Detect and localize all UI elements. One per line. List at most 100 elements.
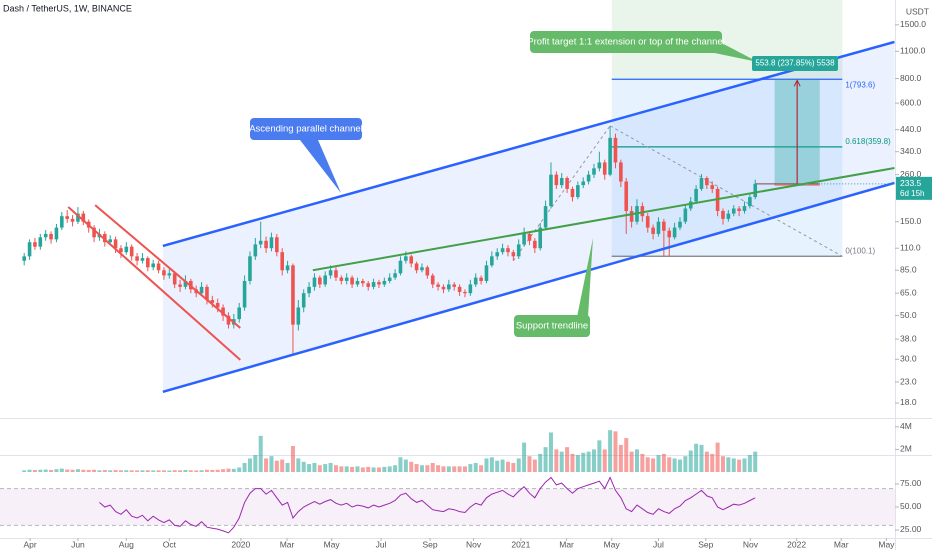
volume-bar — [677, 459, 682, 472]
volume-bar — [586, 451, 591, 472]
candle-body — [129, 246, 134, 257]
candle-body — [350, 277, 354, 285]
candle-body — [500, 248, 505, 253]
rsi-tick-label: 25.00 — [900, 524, 922, 534]
candle-body — [312, 277, 317, 287]
volume-bar — [210, 469, 215, 472]
countdown-label: 6d 15h — [900, 189, 924, 198]
candle-body — [586, 174, 591, 182]
last-price-label: 233.5 — [900, 178, 922, 188]
volume-bar — [554, 449, 559, 472]
candle-body — [301, 293, 306, 308]
y-tick-label: 150.0 — [900, 216, 922, 226]
volume-bar — [543, 447, 548, 472]
candle-body — [608, 137, 612, 175]
volume-bar — [532, 459, 537, 472]
candle-body — [705, 178, 709, 186]
y-tick-label: 23.0 — [900, 376, 917, 386]
candle-body — [619, 162, 623, 182]
volume-bar — [65, 469, 70, 472]
volume-bar — [602, 449, 607, 472]
volume-bar — [489, 457, 494, 472]
volume-bar — [124, 470, 129, 472]
volume-bar — [559, 451, 564, 472]
volume-bar — [290, 446, 295, 472]
volume-tick-label: 4M — [900, 421, 912, 431]
rsi-tick-label: 50.00 — [900, 501, 922, 511]
candle-body — [269, 237, 274, 249]
channel-callout-box — [250, 118, 362, 140]
candle-body — [221, 307, 225, 316]
volume-bar — [565, 447, 570, 472]
volume-bar — [221, 469, 226, 472]
volume-bar — [468, 464, 473, 472]
fib-label: 0(100.1) — [845, 246, 875, 255]
volume-bar — [38, 469, 43, 472]
candle-body — [382, 280, 387, 285]
volume-bar — [473, 462, 478, 472]
x-tick-label: 2020 — [231, 539, 250, 549]
candle-body — [576, 185, 580, 198]
candle-body — [307, 286, 311, 294]
candle-body — [549, 174, 553, 207]
y-tick-label: 440.0 — [900, 124, 922, 134]
candle-body — [468, 284, 473, 294]
volume-bar — [462, 466, 467, 472]
candle-body — [178, 284, 182, 287]
volume-bar — [672, 458, 677, 472]
currency-label: USDT — [906, 6, 929, 16]
volume-bar — [414, 464, 419, 472]
volume-bar — [403, 459, 408, 472]
volume-bar — [516, 458, 521, 472]
volume-bar — [699, 444, 704, 472]
volume-bar — [183, 469, 188, 472]
candle-body — [76, 213, 80, 222]
volume-bar — [640, 453, 645, 472]
candle-body — [60, 216, 64, 228]
x-tick-label: Apr — [23, 539, 36, 549]
candle-body — [27, 242, 32, 257]
volume-bar — [355, 466, 360, 472]
volume-bar — [393, 465, 398, 472]
candle-body — [748, 197, 752, 207]
candle-body — [248, 256, 252, 281]
candle-body — [135, 256, 139, 261]
volume-bar — [312, 462, 317, 472]
candle-body — [119, 248, 123, 253]
y-tick-label: 50.0 — [900, 310, 917, 320]
candle-body — [651, 227, 655, 234]
candle-body — [215, 302, 220, 308]
volume-bar — [344, 466, 349, 472]
volume-bar — [371, 467, 376, 472]
x-tick-label: Mar — [280, 539, 295, 549]
volume-bar — [538, 453, 543, 472]
volume-bar — [387, 466, 392, 472]
candle-body — [597, 162, 602, 169]
volume-bar — [247, 458, 252, 472]
volume-bar — [231, 468, 236, 472]
volume-bar — [32, 469, 37, 472]
candle-body — [581, 181, 586, 186]
volume-bar — [97, 470, 102, 472]
candle-body — [522, 233, 526, 245]
volume-bar — [258, 435, 263, 472]
candle-body — [688, 201, 693, 209]
x-tick-label: Aug — [119, 539, 134, 549]
volume-bar — [436, 465, 441, 472]
y-tick-label: 260.0 — [900, 169, 922, 179]
candle-body — [602, 162, 607, 175]
candle-body — [570, 188, 575, 198]
volume-bar — [317, 465, 322, 472]
candle-body — [113, 239, 118, 249]
down-channel-upper — [94, 204, 241, 329]
y-tick-label: 18.0 — [900, 397, 917, 407]
candle-body — [678, 221, 682, 228]
volume-bar — [704, 451, 709, 472]
candle-body — [393, 273, 397, 278]
volume-bar — [366, 466, 371, 472]
volume-bar — [688, 450, 693, 472]
last-price-box — [896, 176, 932, 200]
volume-bar — [199, 470, 204, 472]
volume-bar — [742, 458, 747, 472]
chart-title: Dash / TetherUS, 1W, BINANCE — [3, 3, 132, 13]
